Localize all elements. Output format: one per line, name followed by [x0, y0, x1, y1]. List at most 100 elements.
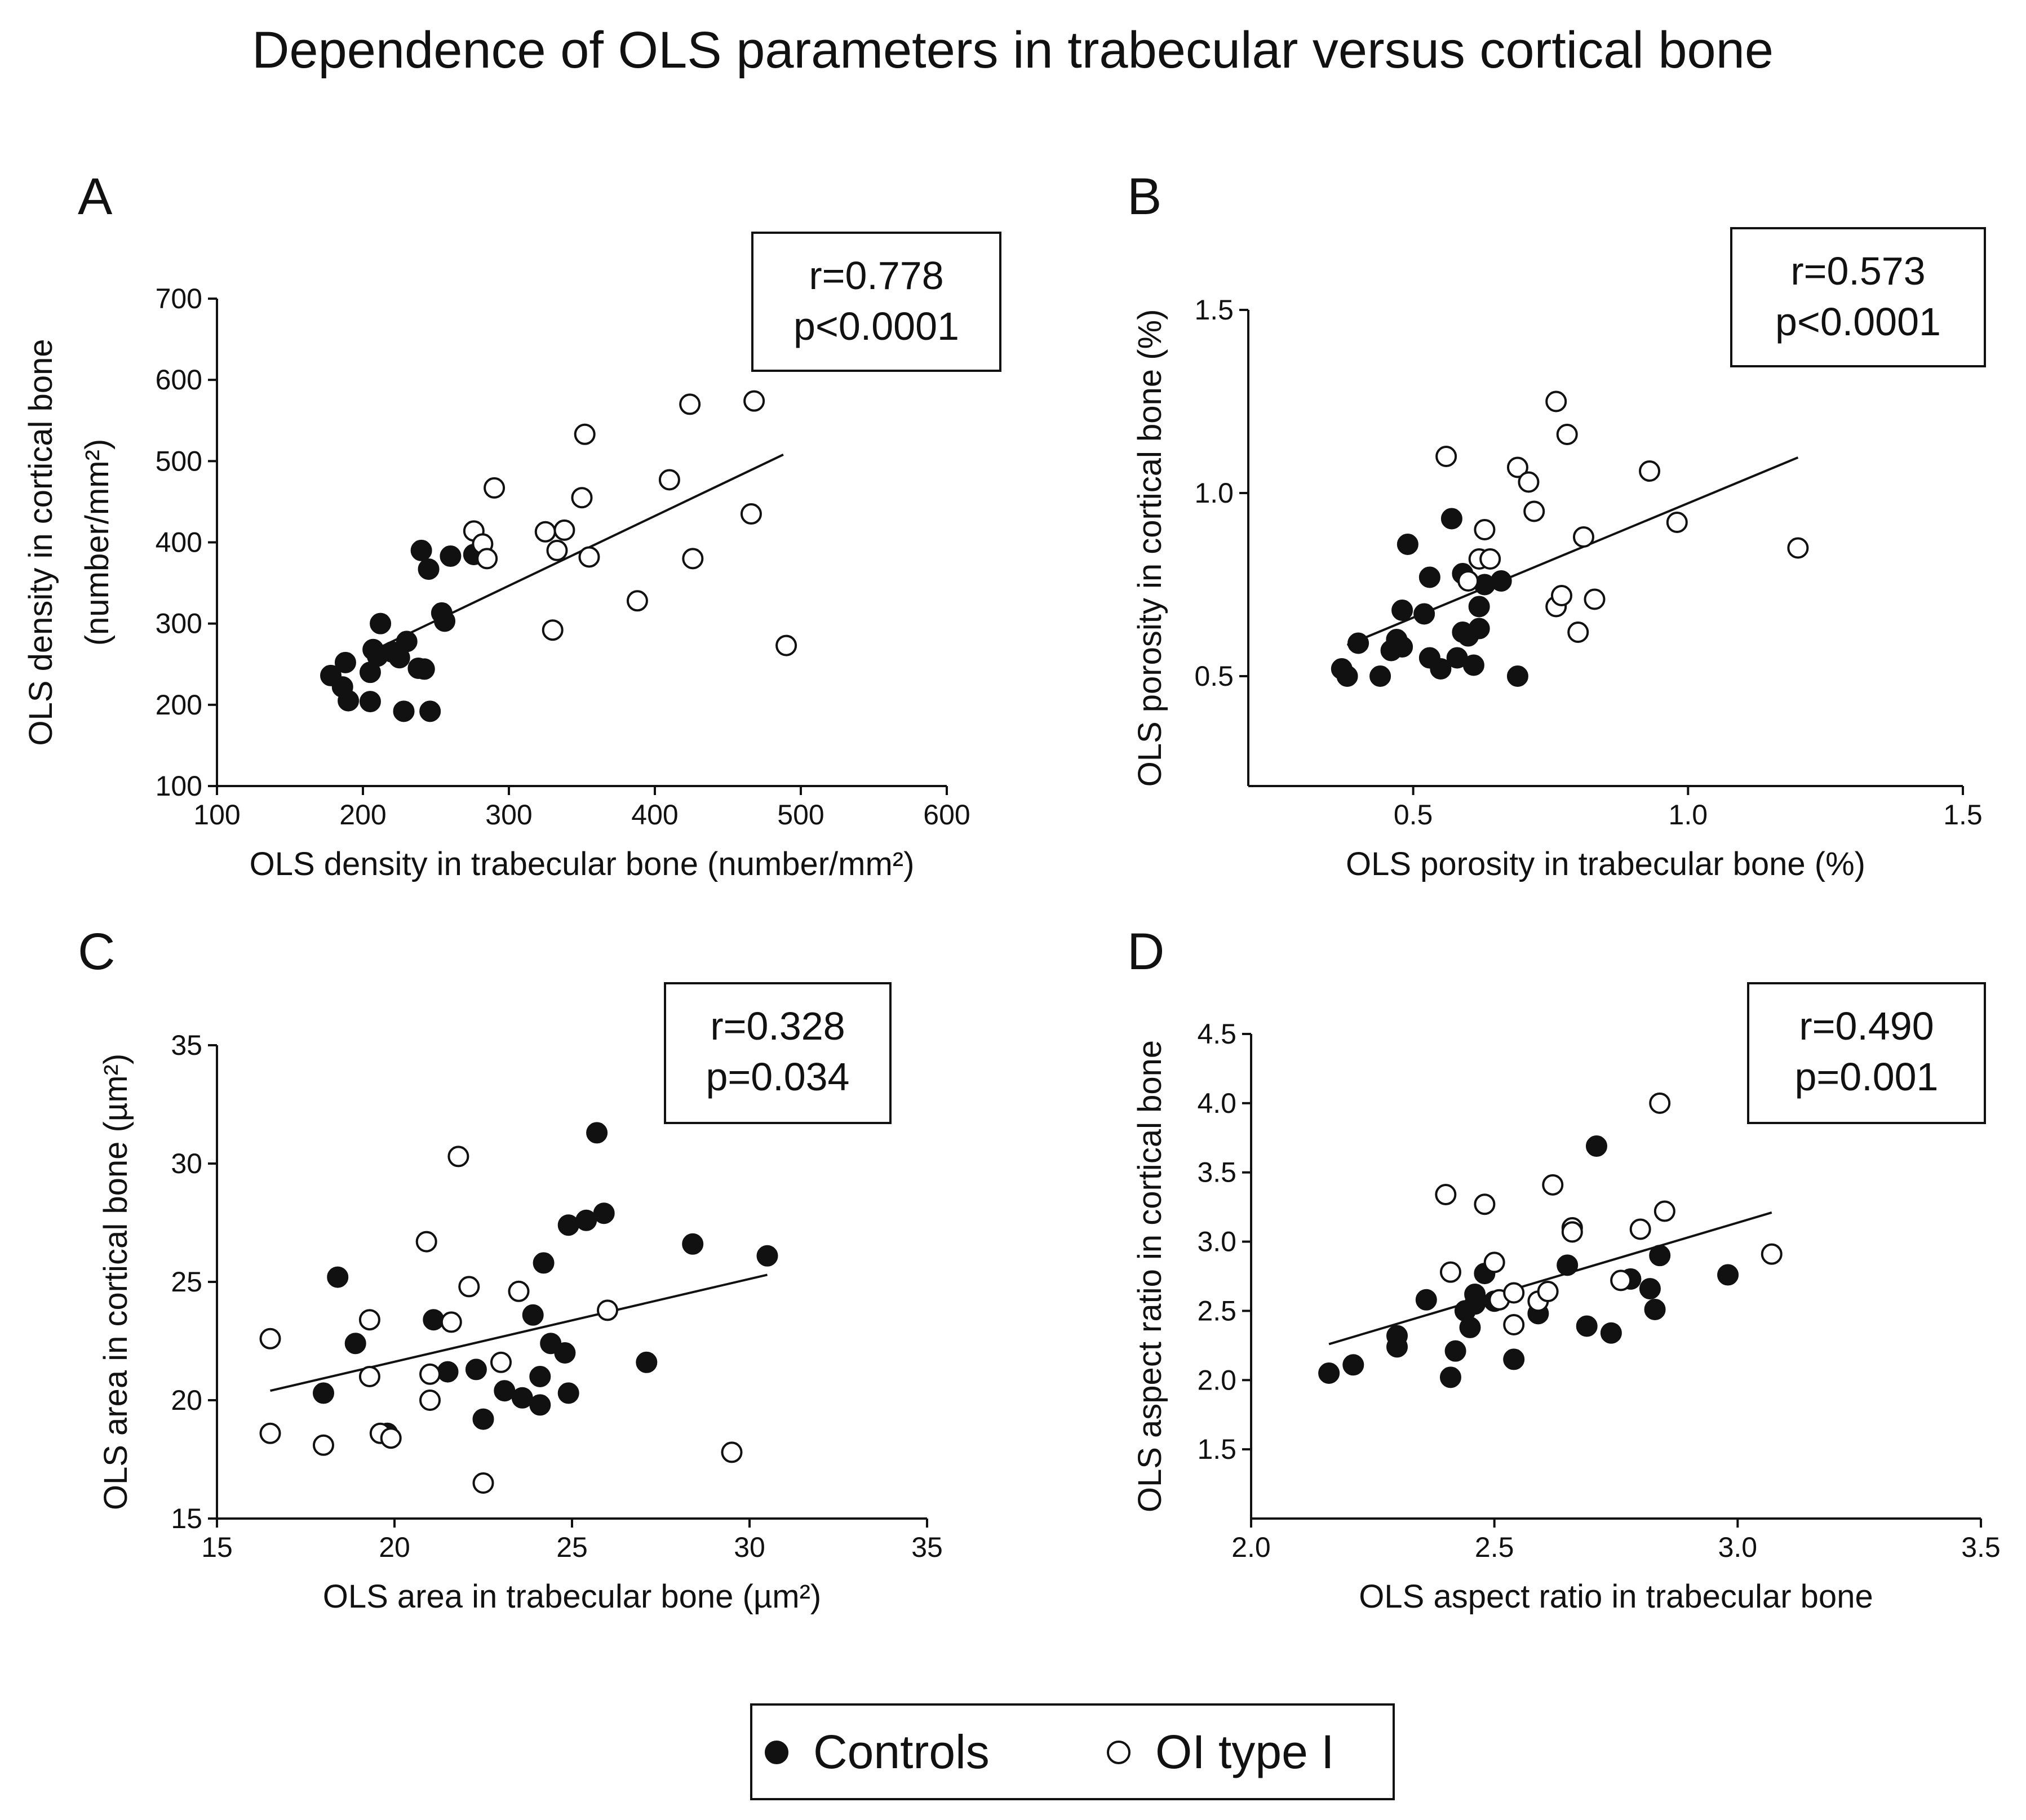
figure-title: Dependence of OLS parameters in trabecul…	[252, 21, 1774, 79]
oi-point	[546, 539, 568, 561]
control-point	[327, 1266, 349, 1288]
oi-point	[574, 423, 596, 445]
oi-point	[571, 487, 593, 509]
control-point	[575, 1209, 597, 1231]
oi-point	[626, 590, 648, 612]
y-axis-title-line2: (number/mm²)	[79, 439, 116, 646]
correlation-p: p=0.001	[1795, 1055, 1939, 1099]
control-point	[1468, 618, 1490, 640]
x-axis-title: OLS density in trabecular bone (number/m…	[250, 846, 915, 882]
control-point	[396, 631, 418, 652]
oi-point	[534, 521, 556, 543]
control-point	[1468, 596, 1490, 618]
x-tick-label: 0.5	[1394, 799, 1433, 831]
control-point	[434, 610, 456, 632]
oi-point	[313, 1434, 334, 1456]
control-point	[1557, 1254, 1579, 1276]
legend-box	[750, 1703, 1395, 1800]
y-tick-label: 25	[171, 1266, 202, 1298]
control-point	[1444, 1340, 1466, 1362]
control-point	[1369, 665, 1391, 687]
control-point	[1503, 1348, 1525, 1370]
control-point	[370, 612, 392, 634]
correlation-p: p=0.034	[706, 1055, 850, 1099]
control-point	[1347, 632, 1369, 654]
oi-point	[740, 503, 762, 525]
oi-point	[1435, 1184, 1457, 1206]
panel-d: D 2.0 2.5 3.0 3.5 1.5 2.0 2.5 3.0 3.5 4.0 4.5 OLS as…	[1127, 923, 2001, 1615]
oi-point	[380, 1427, 402, 1449]
control-point	[313, 1382, 334, 1404]
oi-point	[1523, 500, 1545, 522]
y-axis-title: OLS density in cortical bone	[23, 339, 59, 745]
control-point	[1336, 665, 1358, 687]
control-point	[1440, 508, 1462, 530]
correlation-r: r=0.490	[1799, 1004, 1934, 1048]
y-axis-title: OLS area in cortical bone (µm²)	[97, 1054, 134, 1510]
panel-a: A 100 200 300 400 500 600 100 200 300 400 500 600 700…	[23, 168, 1001, 882]
x-tick-label: 300	[485, 799, 532, 831]
y-tick-label: 30	[171, 1148, 202, 1179]
y-tick-label: 1.5	[1197, 1433, 1236, 1465]
oi-point	[447, 1146, 469, 1168]
oi-point	[1639, 460, 1661, 482]
control-point	[1386, 1336, 1408, 1358]
oi-point	[484, 477, 506, 499]
y-axis-title: OLS porosity in cortical bone (%)	[1132, 309, 1168, 787]
x-axis-title: OLS porosity in trabecular bone (%)	[1346, 846, 1865, 882]
control-point	[522, 1304, 544, 1326]
x-tick-label: 2.0	[1231, 1532, 1271, 1563]
x-tick-label: 3.0	[1718, 1532, 1758, 1563]
x-tick-label: 500	[777, 799, 824, 831]
x-tick-label: 1.5	[1943, 799, 1983, 831]
control-point	[1639, 1278, 1661, 1300]
control-point	[1464, 1293, 1486, 1315]
stats-box	[664, 982, 892, 1124]
control-point	[593, 1202, 615, 1224]
oi-point	[775, 634, 797, 656]
oi-point	[1537, 1281, 1559, 1303]
y-tick-label: 500	[156, 445, 202, 477]
x-tick-label: 20	[379, 1532, 410, 1563]
oi-point	[508, 1280, 530, 1302]
control-point	[1415, 1289, 1437, 1311]
oi-point	[1518, 471, 1540, 493]
control-point	[1418, 566, 1440, 588]
control-point	[344, 1333, 366, 1355]
control-point	[1600, 1322, 1622, 1344]
control-point	[756, 1245, 778, 1267]
control-point	[423, 1309, 445, 1331]
control-point	[1717, 1264, 1739, 1286]
y-tick-label: 700	[156, 283, 202, 314]
oi-point	[1653, 1200, 1675, 1222]
oi-point	[358, 1309, 380, 1331]
oi-point	[1435, 446, 1457, 467]
regression-line	[270, 1273, 768, 1392]
regression-line	[370, 453, 784, 653]
oi-point	[1474, 519, 1496, 540]
x-tick-label: 200	[339, 799, 386, 831]
oi-point	[1503, 1282, 1525, 1304]
x-tick-label: 2.5	[1475, 1532, 1514, 1563]
regression-line	[1328, 1211, 1772, 1346]
control-point	[418, 558, 440, 580]
oi-point	[259, 1328, 281, 1350]
control-point	[1413, 603, 1435, 625]
control-point	[334, 651, 356, 673]
control-point	[1490, 570, 1512, 592]
stats-box	[751, 232, 1001, 372]
legend-controls-label: Controls	[813, 1725, 990, 1778]
y-tick-label: 35	[171, 1029, 202, 1061]
oi-point	[679, 393, 701, 415]
x-tick-label: 35	[911, 1532, 943, 1563]
control-point	[359, 691, 381, 713]
x-tick-label: 400	[631, 799, 678, 831]
oi-point	[682, 548, 704, 570]
x-tick-label: 1.0	[1669, 799, 1708, 831]
stats-box	[1747, 982, 1986, 1124]
oi-point	[1649, 1092, 1671, 1114]
y-tick-label: 2.5	[1197, 1295, 1236, 1326]
oi-point	[1556, 424, 1578, 445]
x-tick-label: 3.5	[1961, 1532, 2001, 1563]
